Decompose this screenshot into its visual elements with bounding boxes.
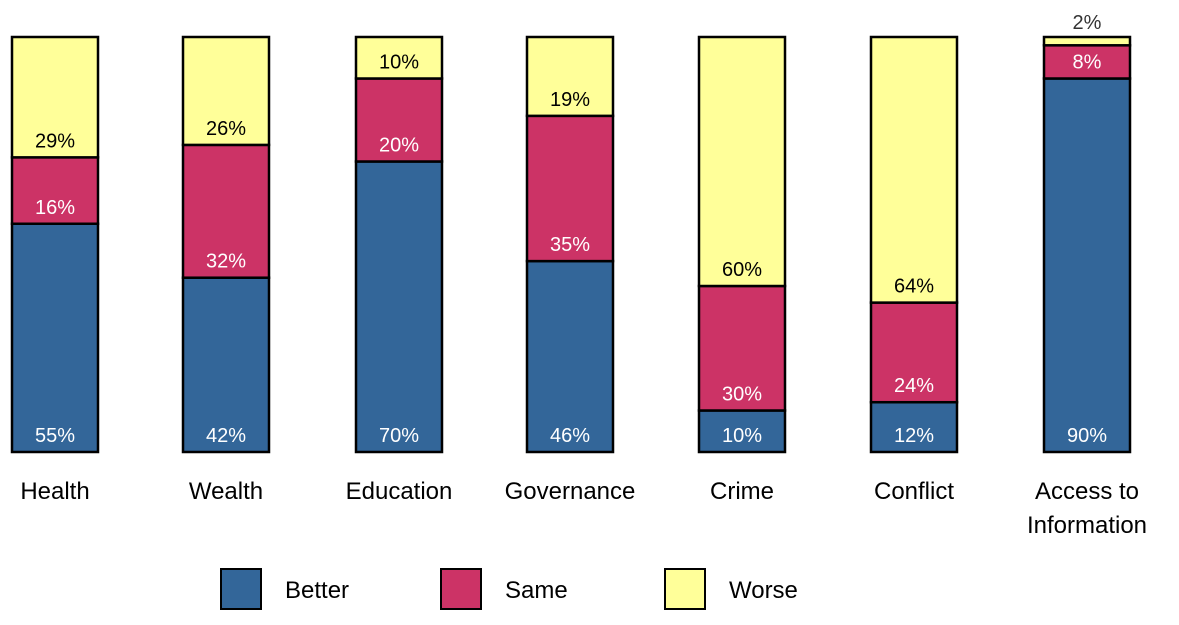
data-label-worse-4: 60% [722,259,762,281]
data-label-same-4: 30% [722,384,762,406]
data-label-worse-2: 10% [379,52,419,74]
data-label-better-4: 10% [722,425,762,447]
legend-swatch-same [440,568,482,610]
data-label-same-1: 32% [206,251,246,273]
data-label-better-5: 12% [894,425,934,447]
bar-segment-better-2 [354,160,444,454]
data-label-better-1: 42% [206,425,246,447]
data-label-same-6: 8% [1073,52,1102,74]
bars-group [10,35,1132,454]
legend: Better Same Worse [220,568,798,610]
bar-segment-worse-1 [181,35,271,147]
legend-swatch-better [220,568,262,610]
bar-segment-better-3 [525,259,615,454]
category-label-5: Conflict [874,478,954,505]
data-label-better-0: 55% [35,425,75,447]
bar-segment-same-3 [525,114,615,263]
bar-segment-worse-4 [697,35,787,288]
category-label-6: Access to Information [1027,478,1147,539]
bar-segment-worse-2 [354,35,444,80]
bar-segment-worse-3 [525,35,615,118]
data-label-worse-3: 19% [550,89,590,111]
category-labels-group: Health Wealth Education Governance Crime Conf… [20,478,1147,539]
bar-segment-worse-6 [1042,35,1132,47]
legend-label-worse: Worse [729,577,798,604]
bar-segment-same-6 [1042,44,1132,80]
bar-segment-better-6 [1042,77,1132,454]
bar-segment-same-5 [869,301,959,404]
data-label-worse-0: 29% [35,130,75,152]
category-label-3: Governance [505,478,636,505]
data-label-same-5: 24% [894,375,934,397]
data-label-better-2: 70% [379,425,419,447]
data-label-same-3: 35% [550,234,590,256]
data-label-worse-6: 2% [1073,12,1102,34]
category-label-0: Health [20,478,89,505]
bar-segment-better-0 [10,222,100,454]
bar-segment-worse-5 [869,35,959,304]
bar-segment-same-1 [181,143,271,279]
bar-segment-same-0 [10,156,100,226]
data-labels-group: 55% 16% 29% 42% 32% 26% 70% 20% 10% 46% 35% 19% 10% 3… [35,12,1107,447]
data-label-same-2: 20% [379,135,419,157]
legend-label-better: Better [285,577,349,604]
legend-swatch-worse [664,568,706,610]
category-label-2: Education [346,478,453,505]
category-label-4: Crime [710,478,774,505]
data-label-better-3: 46% [550,425,590,447]
data-label-better-6: 90% [1067,425,1107,447]
data-label-worse-1: 26% [206,118,246,140]
category-label-1: Wealth [189,478,263,505]
bar-segment-better-4 [697,409,787,454]
bar-segment-better-1 [181,276,271,454]
legend-label-same: Same [505,577,568,604]
data-label-same-0: 16% [35,197,75,219]
bar-segment-same-2 [354,77,444,163]
bar-segment-worse-0 [10,35,100,159]
data-label-worse-5: 64% [894,276,934,298]
